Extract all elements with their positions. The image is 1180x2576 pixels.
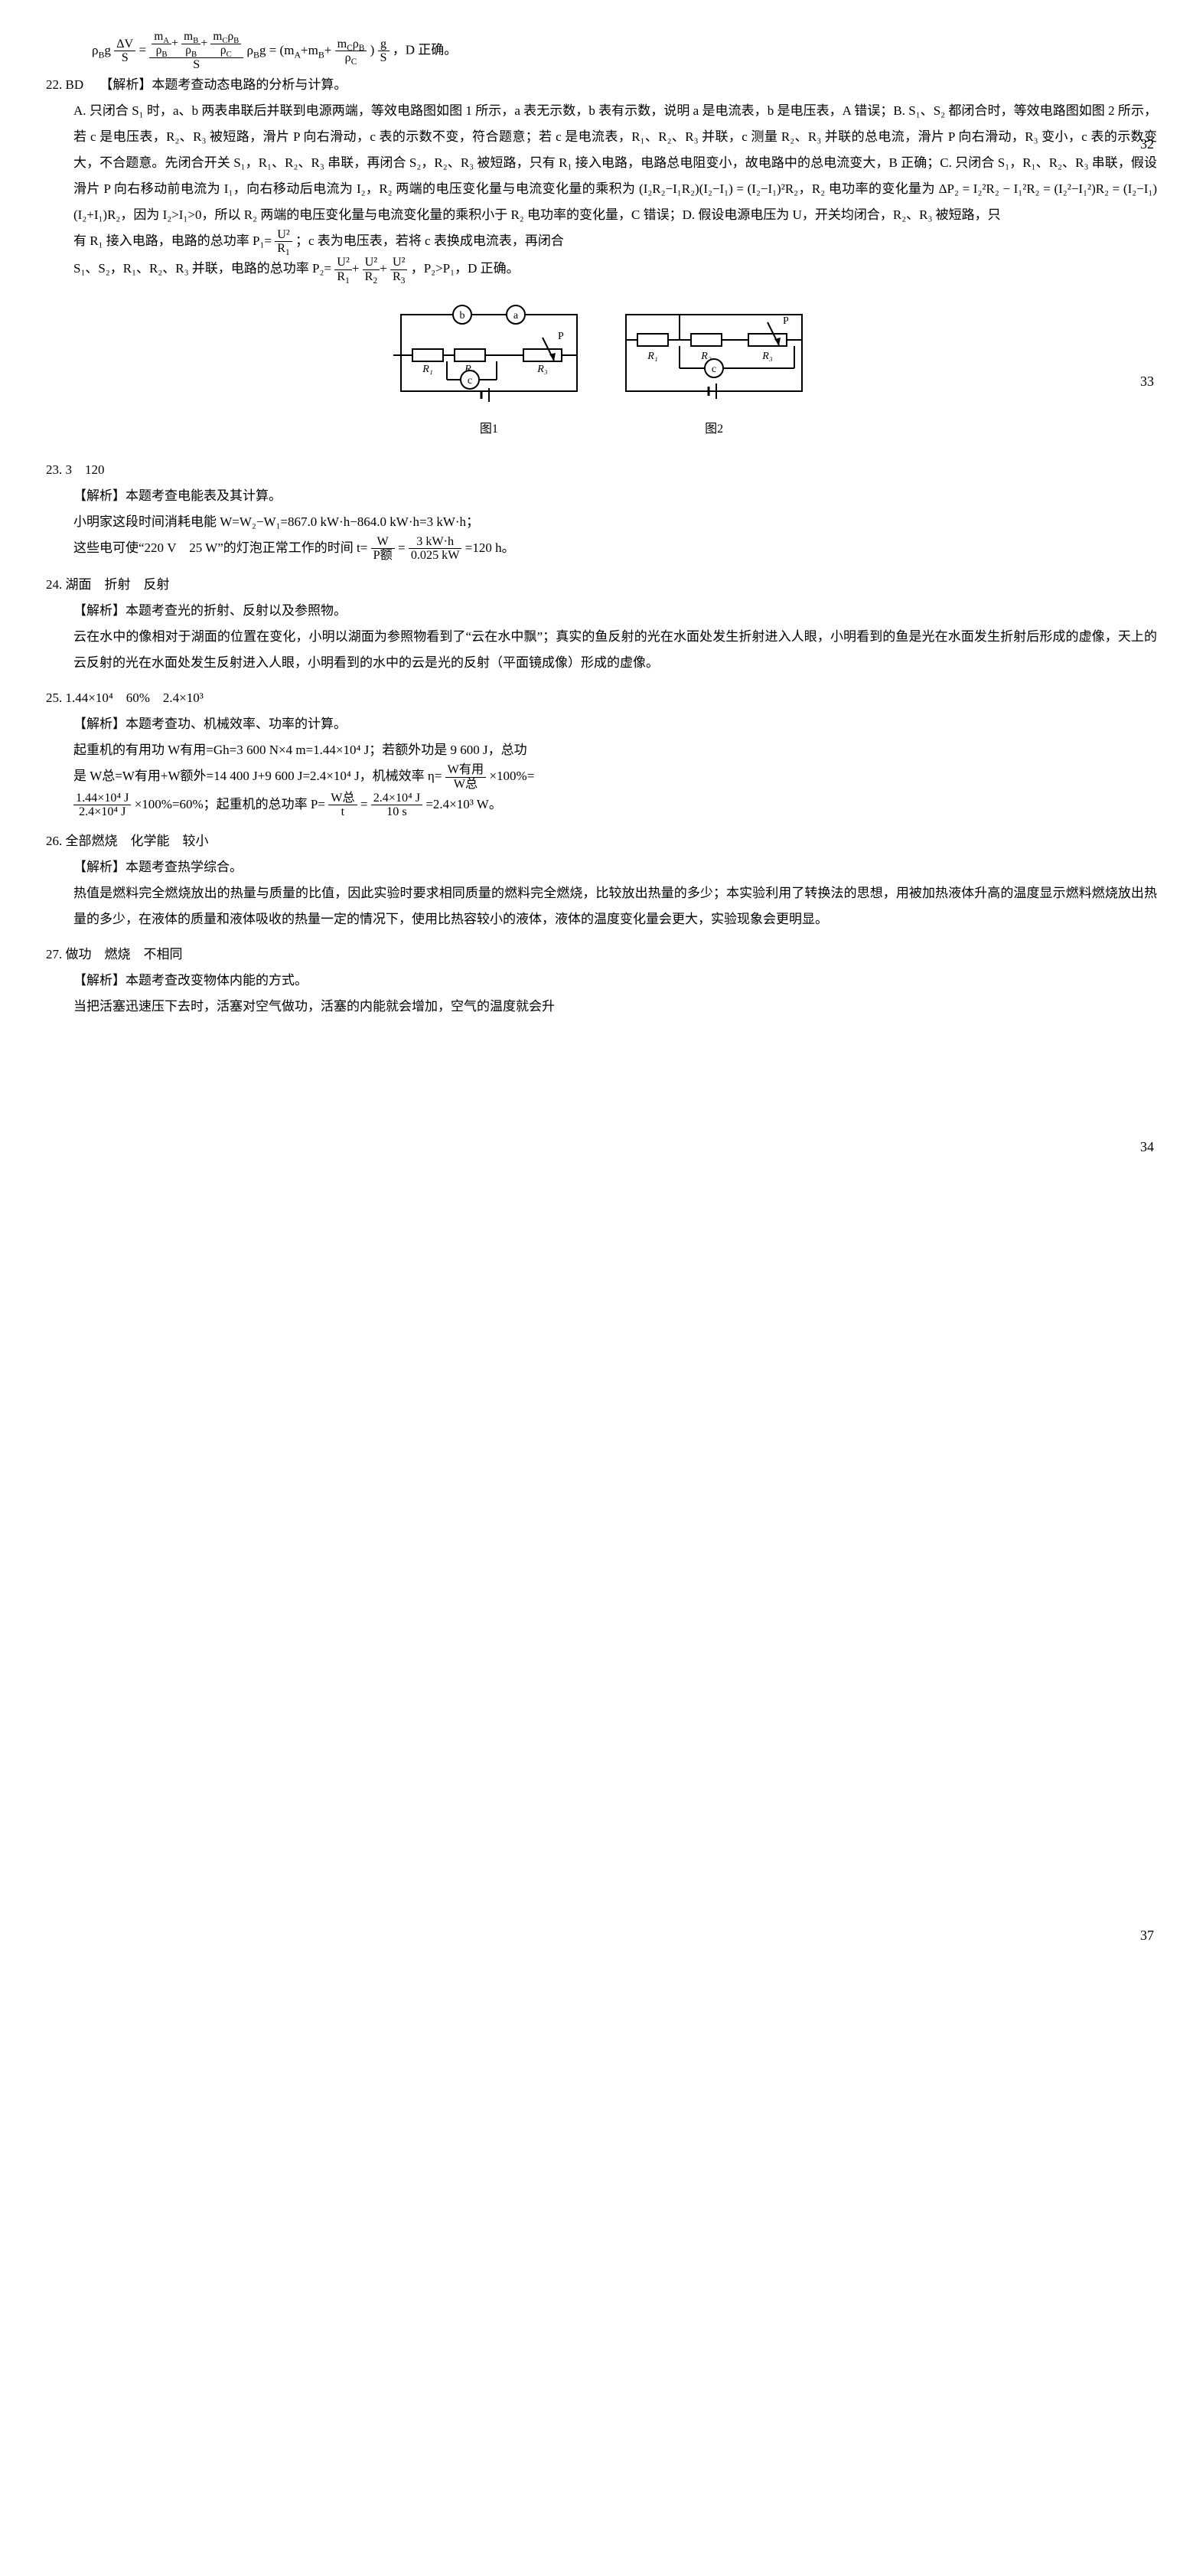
q25-l3f2d: t: [328, 805, 357, 819]
q22-body-a: A. 只闭合 S₁ 时，a、b 两表串联后并联到电源两端，等效电路图如图 1 所…: [46, 98, 1157, 228]
q23-answers: 3 120: [66, 462, 105, 477]
question-24: 24. 湖面 折射 反射 【解析】本题考查光的折射、反射以及参照物。 云在水中的…: [46, 572, 1157, 676]
q25-l3f2n: W总: [328, 792, 357, 806]
q25-tag: 【解析】本题考查功、机械效率、功率的计算。: [46, 711, 1157, 737]
meter-b-label: b: [459, 310, 465, 322]
q24-answers: 湖面 折射 反射: [66, 577, 170, 592]
q22-body-b-post: ；c 表为电压表，若将 c 表换成电流表，再闭合: [295, 233, 564, 248]
q25-number: 25.: [46, 691, 62, 705]
q25-line3: 1.44×10⁴ J2.4×10⁴ J ×100%=60%；起重机的总功率 P=…: [46, 792, 1157, 820]
q22-body-b: 有 R₁ 接入电路，电路的总功率 P₁= U²R1 ；c 表为电压表，若将 c …: [46, 228, 1157, 256]
q24-tag: 【解析】本题考查光的折射、反射以及参照物。: [46, 598, 1157, 624]
q22-answer: BD: [66, 77, 84, 92]
circuit-fig1: b a R₁ R₂ P R₃ c: [393, 292, 585, 406]
q23-line2: 这些电可使“220 V 25 W”的灯泡正常工作的时间 t= WP额 = 3 k…: [46, 535, 1157, 563]
svg-text:c: c: [712, 364, 716, 375]
q22-figures: b a R₁ R₂ P R₃ c: [46, 292, 1157, 442]
q23-frac2-num: 3 kW·h: [409, 535, 462, 550]
q25-l3f1d: 2.4×10⁴ J: [73, 805, 131, 819]
svg-text:R₃: R₃: [536, 364, 548, 375]
q25-line3-post: =2.4×10³ W。: [425, 797, 502, 811]
q22-body-c-post: ，P₂>P₁，D 正确。: [411, 261, 520, 276]
q25-frac-eta-num: W有用: [445, 763, 487, 778]
svg-text:R₁: R₁: [647, 351, 657, 362]
q23-tag: 【解析】本题考查电能表及其计算。: [46, 483, 1157, 509]
q22-body-c-pre: S₁、S₂，R₁、R₂、R₃ 并联，电路的总功率 P₂=: [73, 261, 331, 276]
q22-number: 22.: [46, 77, 62, 92]
q23-line1: 小明家这段时间消耗电能 W=W₂−W₁=867.0 kW·h−864.0 kW·…: [46, 509, 1157, 535]
q25-line1: 起重机的有用功 W有用=Gh=3 600 N×4 m=1.44×10⁴ J；若额…: [46, 737, 1157, 763]
q27-number: 27.: [46, 947, 62, 962]
q25-line2: 是 W总=W有用+W额外=14 400 J+9 600 J=2.4×10⁴ J，…: [46, 763, 1157, 792]
question-23: 23. 3 120 【解析】本题考查电能表及其计算。 小明家这段时间消耗电能 W…: [46, 457, 1157, 563]
q25-line2-post: ×100%=: [489, 769, 534, 783]
q25-l3f1n: 1.44×10⁴ J: [73, 792, 131, 806]
q23-number: 23.: [46, 462, 62, 477]
q27-body: 当把活塞迅速压下去时，活塞对空气做功，活塞的内能就会增加，空气的温度就会升: [46, 994, 1157, 1020]
q25-frac-eta-den: W总: [445, 778, 487, 792]
svg-text:R₃: R₃: [761, 351, 773, 362]
svg-text:c: c: [468, 375, 472, 387]
q22-body-b-pre: 有 R₁ 接入电路，电路的总功率 P₁=: [73, 233, 272, 248]
q23-line2-post: =120 h。: [465, 540, 515, 555]
q25-line2-pre: 是 W总=W有用+W额外=14 400 J+9 600 J=2.4×10⁴ J，…: [73, 769, 442, 783]
margin-num-32: 32: [1140, 130, 1154, 158]
q23-line2-mid: =: [398, 540, 406, 555]
q23-frac1-num: W: [371, 535, 395, 550]
circuit-fig2: R₁ R₂ P R₃ c: [618, 292, 810, 406]
q27-answers: 做功 燃烧 不相同: [66, 947, 183, 962]
meter-a-label: a: [513, 310, 519, 322]
margin-num-37: 37: [1140, 1921, 1154, 1949]
q24-body: 云在水中的像相对于湖面的位置在变化，小明以湖面为参照物看到了“云在水中飘”；真实…: [46, 624, 1157, 676]
svg-text:P: P: [558, 331, 564, 342]
q25-l3f3d: 10 s: [371, 805, 422, 819]
q23-line2-pre: 这些电可使“220 V 25 W”的灯泡正常工作的时间 t=: [73, 540, 367, 555]
fig1-caption: 图1: [393, 417, 585, 442]
question-25: 25. 1.44×10⁴ 60% 2.4×10³ 【解析】本题考查功、机械效率、…: [46, 685, 1157, 819]
q25-answers: 1.44×10⁴ 60% 2.4×10³: [66, 691, 204, 705]
q25-line3-eq: =: [360, 797, 368, 811]
svg-text:R₁: R₁: [422, 364, 432, 375]
q25-l3f3n: 2.4×10⁴ J: [371, 792, 422, 806]
question-22: 22. BD 【解析】本题考查动态电路的分析与计算。 A. 只闭合 S₁ 时，a…: [46, 72, 1157, 442]
q23-frac1-den: P额: [371, 549, 395, 563]
margin-num-34: 34: [1140, 1133, 1154, 1161]
question-27: 27. 做功 燃烧 不相同 【解析】本题考查改变物体内能的方式。 当把活塞迅速压…: [46, 942, 1157, 1020]
fig2-caption: 图2: [618, 417, 810, 442]
top-formula: ρBg ΔVS = mAρB+ mBρB+ mCρBρC S ρBg = (mA…: [46, 31, 1157, 72]
q27-tag: 【解析】本题考查改变物体内能的方式。: [46, 968, 1157, 994]
q26-body: 热值是燃料完全燃烧放出的热量与质量的比值，因此实验时要求相同质量的燃料完全燃烧，…: [46, 880, 1157, 932]
q25-line3-mid: ×100%=60%；起重机的总功率 P=: [135, 797, 325, 811]
q22-tag: 【解析】本题考查动态电路的分析与计算。: [99, 77, 347, 92]
q26-answers: 全部燃烧 化学能 较小: [66, 834, 209, 848]
q26-number: 26.: [46, 834, 62, 848]
margin-num-33: 33: [1140, 367, 1154, 395]
svg-text:P: P: [783, 315, 789, 327]
q24-number: 24.: [46, 577, 62, 592]
q22-body-c: S₁、S₂，R₁、R₂、R₃ 并联，电路的总功率 P₂= U²R1+ U²R2+…: [46, 256, 1157, 284]
q23-frac2-den: 0.025 kW: [409, 549, 462, 563]
q26-tag: 【解析】本题考查热学综合。: [46, 854, 1157, 880]
question-26: 26. 全部燃烧 化学能 较小 【解析】本题考查热学综合。 热值是燃料完全燃烧放…: [46, 828, 1157, 932]
